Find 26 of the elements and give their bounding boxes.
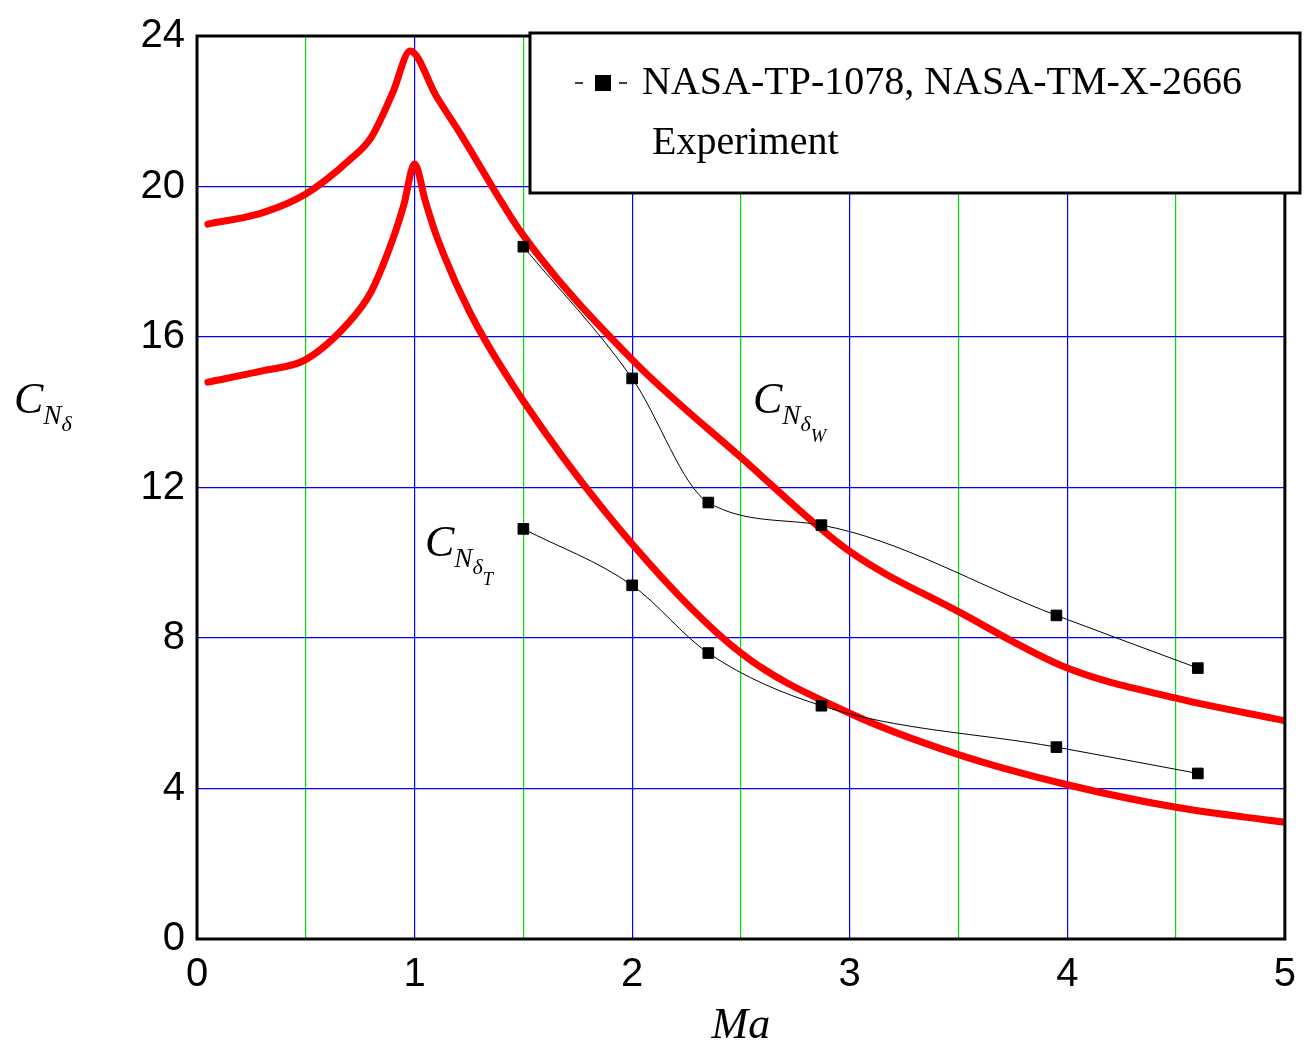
point [702,647,715,659]
point [626,372,638,385]
y-tick-label: 8 [162,613,185,658]
point [815,699,828,712]
point [517,523,530,535]
point [1192,767,1204,780]
x-tick-label: 1 [403,950,426,995]
y-tick-label: 16 [140,312,185,357]
x-axis-title: Ma [710,999,771,1049]
x-tick-label: 4 [1056,950,1079,995]
y-tick-label: 4 [162,763,185,808]
x-tick-label: 2 [621,950,644,995]
point [626,579,638,592]
point [1050,609,1063,622]
x-tick-label: 3 [838,950,861,995]
y-tick-label: 20 [140,161,185,206]
y-tick-label: 24 [140,11,185,56]
y-tick-label: 12 [140,462,185,507]
legend-label: NASA-TP-1078, NASA-TM-X-2666 Experiment [642,57,1242,163]
x-tick-label: 5 [1273,950,1296,995]
point [815,519,828,531]
y-tick-label: 0 [162,914,185,959]
point [702,496,715,509]
point [1192,662,1204,674]
point [517,240,530,253]
point [1050,741,1063,753]
